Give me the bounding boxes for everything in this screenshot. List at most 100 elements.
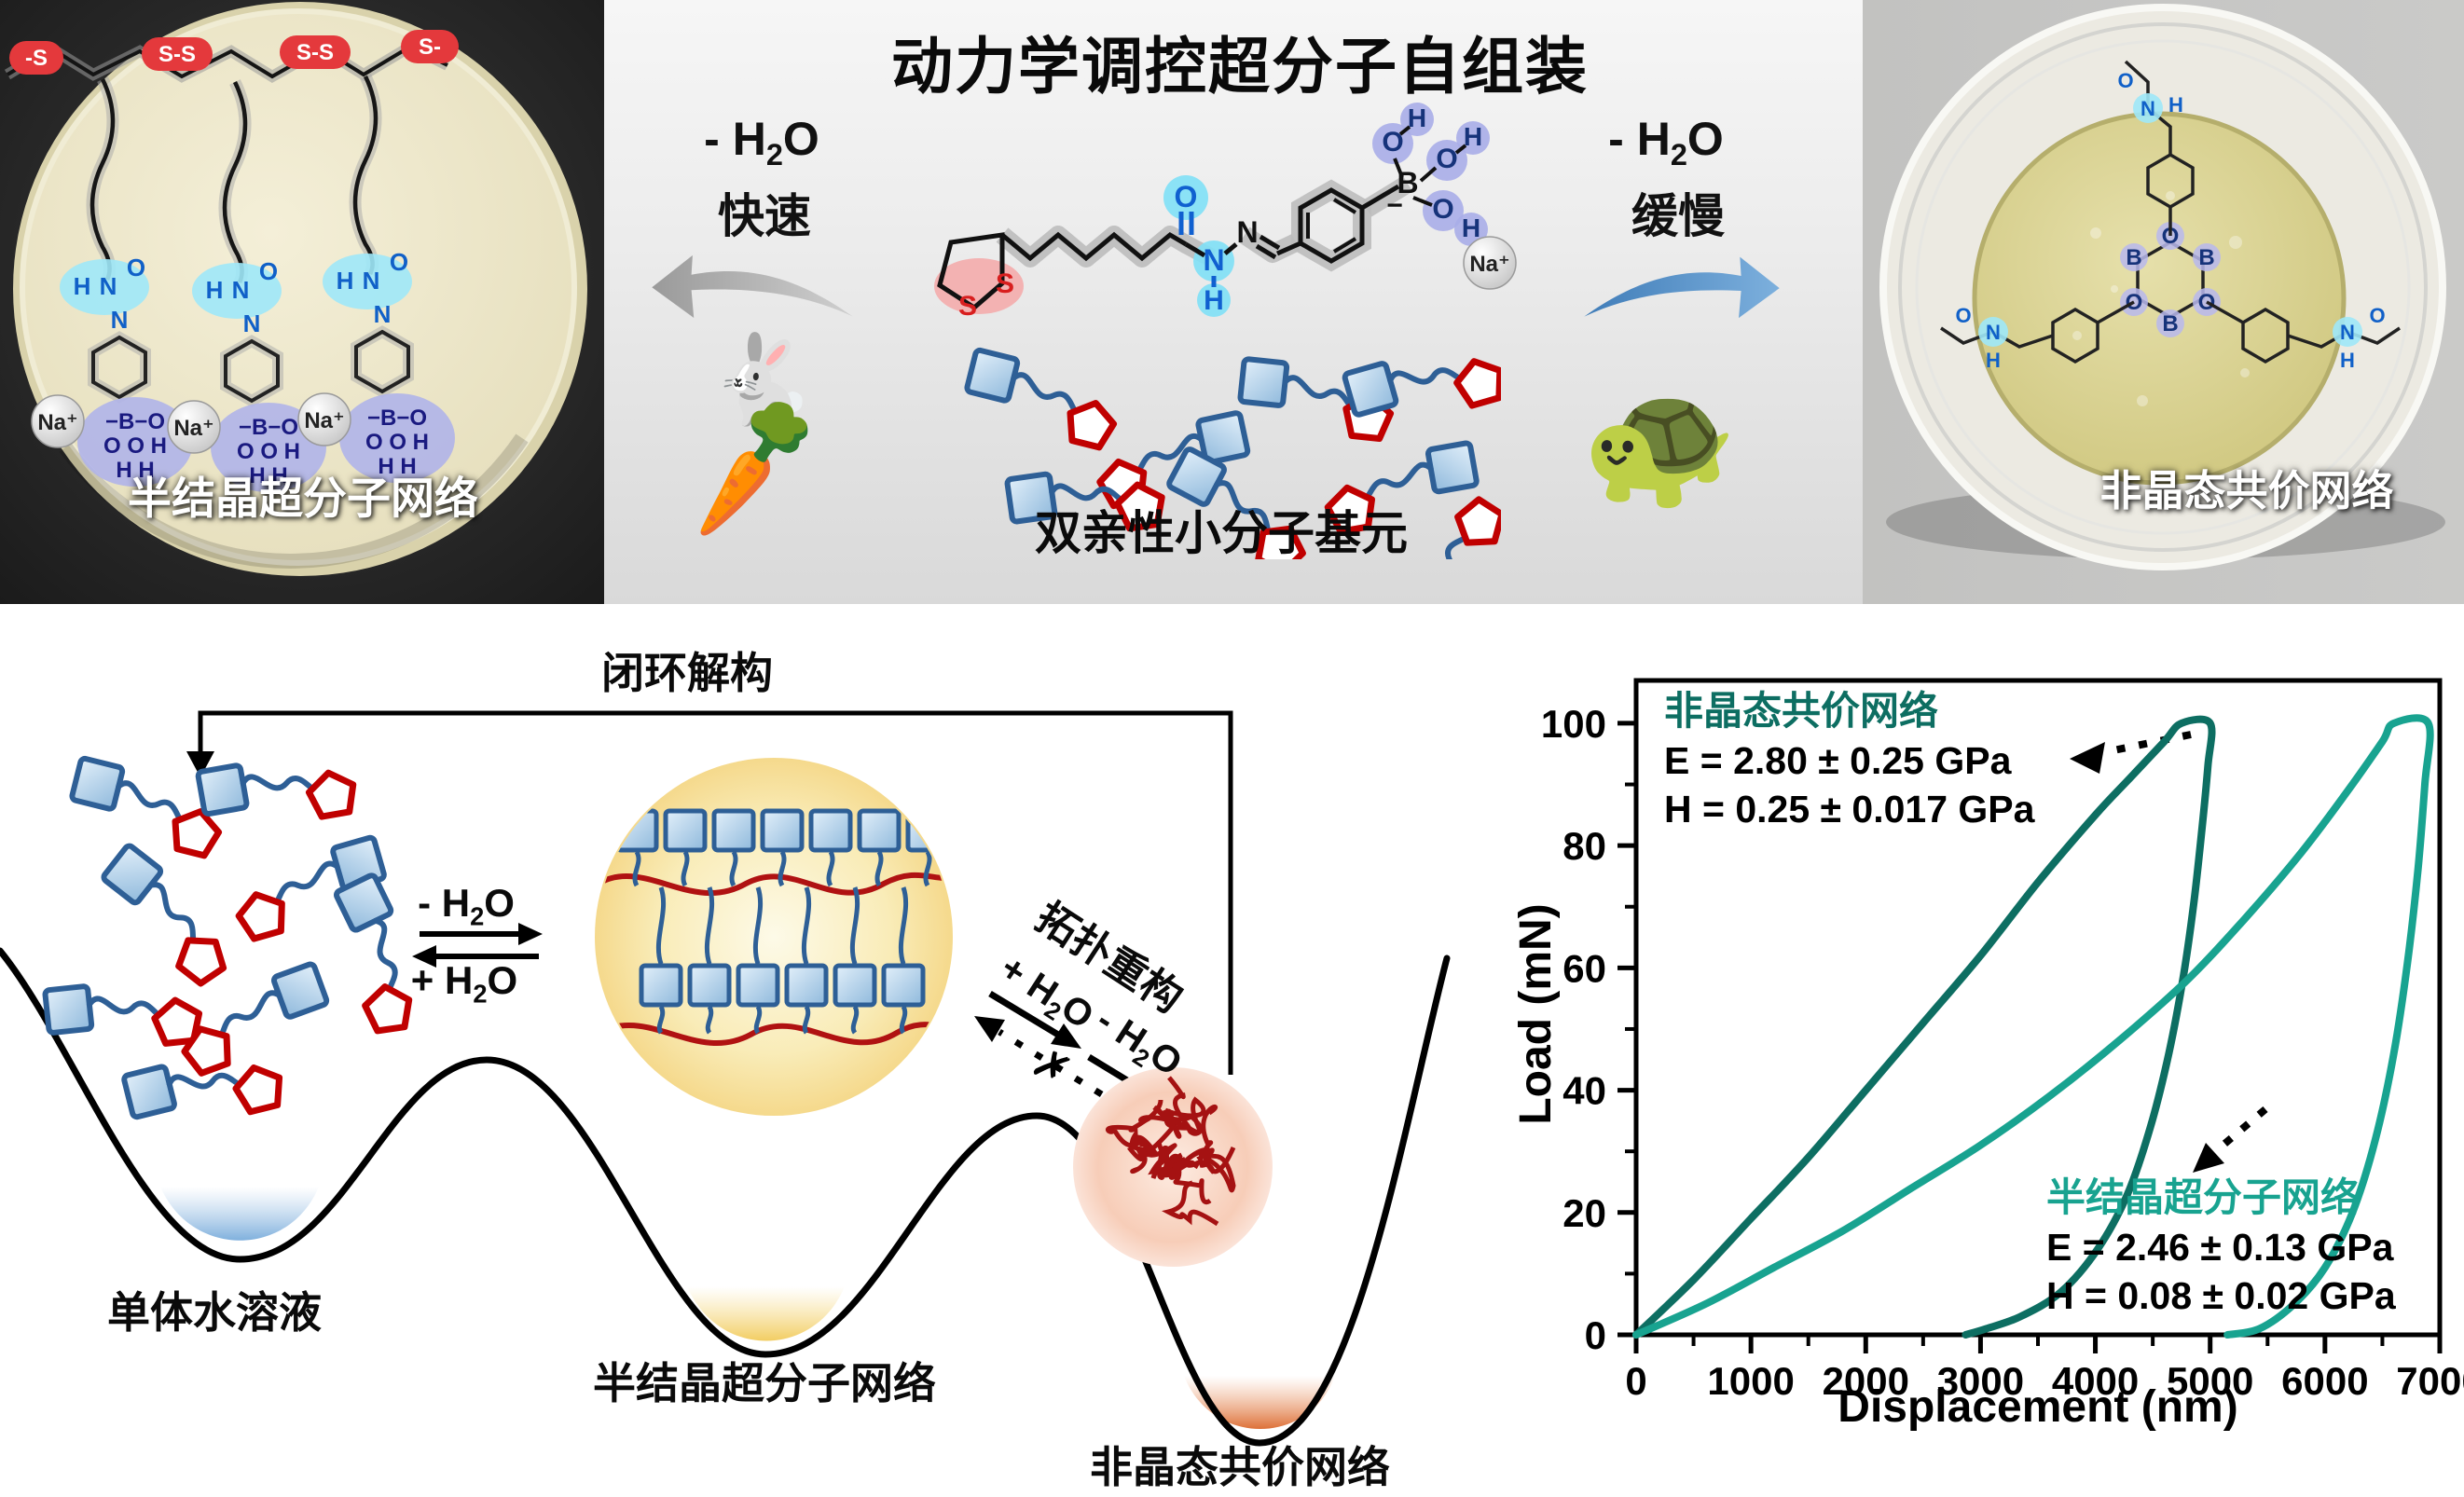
eq-plus-water: + H2O	[371, 958, 557, 1009]
boroxine-b: B	[2198, 245, 2214, 270]
rabbit-icon: 🐇	[707, 332, 818, 431]
boroxine-o: O	[2162, 224, 2180, 249]
amphiphile-structure: S S O N H N B O H	[934, 103, 1517, 322]
imine-n: N	[1236, 215, 1258, 249]
formula-sub: 2	[1670, 138, 1687, 172]
svg-text:6000: 6000	[2281, 1359, 2368, 1403]
fast-route-speed: 快速	[718, 190, 811, 242]
right-blue-arrow-icon	[1584, 256, 1780, 319]
annotation-covalent: 非晶态共价网络 E = 2.80 ± 0.25 GPa H = 0.25 ± 0…	[1664, 686, 2034, 834]
amide-o: O	[259, 257, 278, 285]
hydrazide-h: H	[1204, 285, 1224, 316]
semicrystalline-network-circle	[595, 758, 953, 1116]
benzene-rings	[88, 325, 414, 407]
annotation-hardness: H = 0.08 ± 0.02 GPa	[2046, 1274, 2396, 1318]
energy-landscape-curve	[0, 947, 1451, 1447]
amide-o: O	[390, 248, 408, 276]
disulfide-pills: -S S-S S-S S-	[9, 30, 459, 75]
nh-n: N	[2340, 321, 2355, 344]
imine-n: N	[243, 309, 261, 337]
formula-post: O	[782, 113, 819, 165]
formula-post: O	[484, 881, 515, 925]
boron-h: H	[1464, 122, 1482, 151]
svg-text:80: 80	[1562, 824, 1606, 868]
ss-pill-label: S-	[419, 34, 441, 60]
svg-text:2000: 2000	[1823, 1359, 1909, 1403]
closed-loop-path	[186, 710, 1233, 1075]
nh-h: H	[2168, 93, 2183, 117]
rabbit-illustration: 🐇	[707, 337, 817, 426]
formula-post: O	[1686, 113, 1724, 165]
dashed-arrowhead-icon	[2070, 742, 2105, 774]
charge-minus: −	[1386, 190, 1403, 221]
dashed-arrowhead-icon	[2193, 1143, 2224, 1173]
annotation-series-name: 半结晶超分子网络	[2046, 1175, 2361, 1219]
svg-text:60: 60	[1562, 946, 1606, 990]
amide-n: N	[100, 272, 117, 300]
carrot-car-illustration: 🥕	[665, 386, 837, 547]
nh-h: H	[2340, 349, 2355, 372]
svg-text:4000: 4000	[2052, 1359, 2139, 1403]
monomer-caption: 双亲性小分子基元	[1035, 507, 1408, 559]
fast-route-formula: - H2O	[622, 112, 902, 172]
slow-route-speed: 缓慢	[1631, 190, 1725, 242]
amorphous-strands	[1105, 1076, 1236, 1227]
right-photo-label: 非晶态共价网络	[2099, 467, 2394, 515]
boron-h: H	[1462, 213, 1480, 242]
network-links	[632, 850, 932, 1035]
figure-title: 动力学调控超分子自组装	[891, 32, 1589, 101]
amide-n: N	[363, 267, 380, 295]
polymer-backbone	[6, 44, 448, 79]
left-photo-label: 半结晶超分子网络	[128, 474, 478, 523]
imine-n: N	[374, 300, 392, 328]
equilibrium-arrows	[412, 923, 543, 968]
energy-landscape-diagram: ✗	[0, 710, 1451, 1447]
y-axis-title: Load (mN)	[1511, 903, 1561, 1125]
svg-text:40: 40	[1562, 1069, 1606, 1113]
boroxine-b: B	[2162, 311, 2178, 336]
formula-pre: - H	[1608, 113, 1671, 165]
hydrazide-n: N	[1203, 243, 1224, 277]
ss-pill-label: S-S	[158, 42, 196, 67]
carbonyl-o: O	[2369, 304, 2385, 327]
eq-minus-water: - H2O	[373, 881, 559, 931]
well3-label: 非晶态共价网络	[1090, 1443, 1390, 1491]
sulfur-2: S	[996, 268, 1014, 299]
annotation-semicrystalline: 半结晶超分子网络 E = 2.46 ± 0.13 GPa H = 0.08 ± …	[2046, 1173, 2396, 1321]
series-curve-1	[1632, 714, 2434, 1339]
annotation-arrows	[2070, 731, 2268, 1173]
well2-fill	[687, 1286, 845, 1341]
boroxine-b: B	[2126, 245, 2141, 270]
boron-o: O	[1436, 144, 1457, 174]
boroxine-network: O B O B O B N H N	[1940, 60, 2401, 372]
formula-pre: - H	[704, 113, 766, 165]
hydrazide-links: N H N H N H O O O	[1955, 69, 2385, 372]
nh-n: N	[1986, 321, 2001, 344]
left-gray-arrow-icon	[652, 254, 853, 319]
loop-label: 闭环解构	[601, 649, 773, 697]
ss-pill-label: S-S	[296, 40, 334, 65]
loop-arrowhead-icon	[186, 751, 214, 777]
carbonyl-o: O	[1175, 180, 1198, 213]
formula-pre: - H	[418, 881, 471, 925]
nh-n: N	[2141, 97, 2155, 120]
slow-route-formula: - H2O	[1526, 112, 1806, 172]
sulfur-1: S	[958, 291, 977, 322]
header-band: -S S-S S-S S- H N O N	[0, 0, 2464, 604]
carbonyl-o: O	[1955, 304, 1971, 327]
formula-post: O	[487, 958, 518, 1002]
boron-o: O	[1382, 127, 1403, 158]
svg-text:5000: 5000	[2167, 1359, 2253, 1403]
turtle-illustration: 🐢	[1581, 380, 1738, 506]
formula-sub: 2	[473, 979, 488, 1009]
svg-text:100: 100	[1541, 702, 1606, 746]
x-axis-title: Displacement (nm)	[1838, 1382, 2238, 1432]
well1-fill	[160, 1187, 319, 1241]
svg-text:3000: 3000	[1937, 1359, 2024, 1403]
annotation-modulus: E = 2.80 ± 0.25 GPa	[1664, 738, 2012, 782]
gel-speckles	[2072, 191, 2250, 406]
amide-o: O	[127, 254, 145, 282]
well2-label: 半结晶超分子网络	[593, 1359, 936, 1408]
boronate-head: B O H O H O H −	[1360, 103, 1490, 246]
